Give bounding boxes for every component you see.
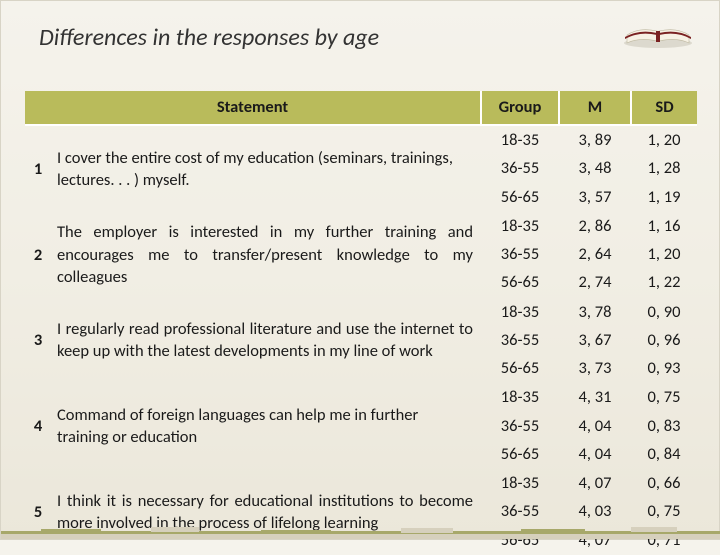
page-title: Differences in the responses by age bbox=[39, 23, 379, 52]
col-header-m: M bbox=[559, 91, 631, 125]
group-cell: 36-55 bbox=[481, 497, 559, 525]
mean-cell: 2, 86 bbox=[559, 212, 631, 240]
row-number: 3 bbox=[25, 298, 51, 384]
group-cell: 56-65 bbox=[481, 183, 559, 212]
statement-cell: Command of foreign languages can help me… bbox=[51, 383, 481, 469]
sd-cell: 0, 83 bbox=[631, 412, 697, 440]
sd-cell: 0, 90 bbox=[631, 298, 697, 326]
sd-cell: 0, 96 bbox=[631, 326, 697, 354]
table-row: 5I think it is necessary for educational… bbox=[25, 469, 697, 497]
group-cell: 36-55 bbox=[481, 326, 559, 354]
sd-cell: 0, 93 bbox=[631, 354, 697, 383]
mean-cell: 2, 64 bbox=[559, 240, 631, 268]
mean-cell: 3, 73 bbox=[559, 354, 631, 383]
group-cell: 56-65 bbox=[481, 268, 559, 297]
group-cell: 18-35 bbox=[481, 469, 559, 497]
data-table: Statement Group M SD 1I cover the entire… bbox=[25, 91, 697, 555]
table-row: 1I cover the entire cost of my education… bbox=[25, 125, 697, 154]
col-header-statement: Statement bbox=[25, 91, 481, 125]
col-header-sd: SD bbox=[631, 91, 697, 125]
table-header: Statement Group M SD bbox=[25, 91, 697, 125]
mean-cell: 3, 48 bbox=[559, 154, 631, 182]
group-cell: 18-35 bbox=[481, 125, 559, 154]
mean-cell: 4, 03 bbox=[559, 497, 631, 525]
table-row: 4Command of foreign languages can help m… bbox=[25, 383, 697, 411]
statement-cell: The employer is interested in my further… bbox=[51, 212, 481, 298]
book-icon bbox=[619, 5, 697, 49]
group-cell: 56-65 bbox=[481, 440, 559, 469]
table-row: 2The employer is interested in my furthe… bbox=[25, 212, 697, 240]
group-cell: 18-35 bbox=[481, 212, 559, 240]
row-number: 1 bbox=[25, 125, 51, 212]
sd-cell: 1, 22 bbox=[631, 268, 697, 297]
sd-cell: 0, 84 bbox=[631, 440, 697, 469]
row-number: 4 bbox=[25, 383, 51, 469]
mean-cell: 4, 04 bbox=[559, 412, 631, 440]
col-header-group: Group bbox=[481, 91, 559, 125]
row-number: 2 bbox=[25, 212, 51, 298]
mean-cell: 3, 89 bbox=[559, 125, 631, 154]
sd-cell: 0, 75 bbox=[631, 383, 697, 411]
table-row: 3I regularly read professional literatur… bbox=[25, 298, 697, 326]
statement-cell: I regularly read professional literature… bbox=[51, 298, 481, 384]
mean-cell: 3, 57 bbox=[559, 183, 631, 212]
sd-cell: 0, 66 bbox=[631, 469, 697, 497]
group-cell: 18-35 bbox=[481, 298, 559, 326]
statement-cell: I think it is necessary for educational … bbox=[51, 469, 481, 555]
sd-cell: 1, 20 bbox=[631, 240, 697, 268]
sd-cell: 0, 75 bbox=[631, 497, 697, 525]
group-cell: 36-55 bbox=[481, 412, 559, 440]
statement-cell: I cover the entire cost of my education … bbox=[51, 125, 481, 212]
row-number: 5 bbox=[25, 469, 51, 555]
group-cell: 18-35 bbox=[481, 383, 559, 411]
mean-cell: 4, 31 bbox=[559, 383, 631, 411]
mean-cell: 2, 74 bbox=[559, 268, 631, 297]
mean-cell: 4, 04 bbox=[559, 440, 631, 469]
bottom-border-decoration bbox=[1, 527, 720, 539]
table-body: 1I cover the entire cost of my education… bbox=[25, 125, 697, 555]
mean-cell: 3, 78 bbox=[559, 298, 631, 326]
group-cell: 36-55 bbox=[481, 240, 559, 268]
sd-cell: 1, 19 bbox=[631, 183, 697, 212]
sd-cell: 1, 20 bbox=[631, 125, 697, 154]
group-cell: 56-65 bbox=[481, 354, 559, 383]
mean-cell: 4, 07 bbox=[559, 469, 631, 497]
sd-cell: 1, 16 bbox=[631, 212, 697, 240]
sd-cell: 1, 28 bbox=[631, 154, 697, 182]
mean-cell: 3, 67 bbox=[559, 326, 631, 354]
data-table-container: Statement Group M SD 1I cover the entire… bbox=[25, 91, 697, 555]
group-cell: 36-55 bbox=[481, 154, 559, 182]
